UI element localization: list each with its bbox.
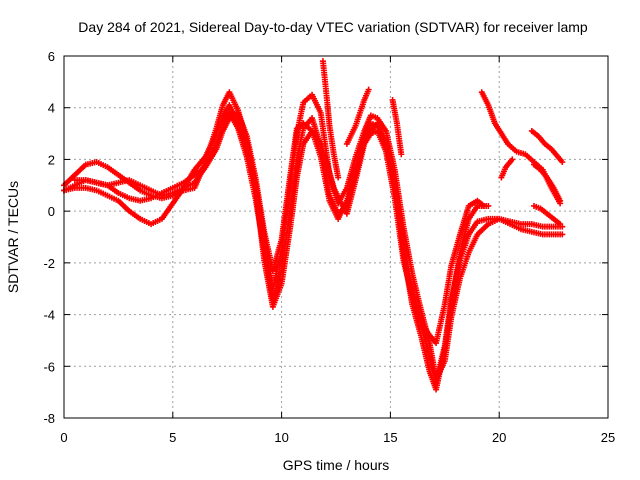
y-tick-label: -2 xyxy=(43,256,55,271)
y-tick-label: -8 xyxy=(43,411,55,426)
data-point xyxy=(557,221,564,228)
data-series xyxy=(498,156,516,181)
data-series xyxy=(319,58,342,181)
data-series xyxy=(531,161,564,204)
data-series xyxy=(61,109,566,385)
data-series xyxy=(71,109,487,347)
grid xyxy=(64,56,608,418)
x-tick-label: 20 xyxy=(492,430,506,445)
y-tick-label: 4 xyxy=(48,101,55,116)
x-tick-label: 0 xyxy=(60,430,67,445)
data-series xyxy=(343,86,372,147)
x-tick-label: 10 xyxy=(274,430,288,445)
axis-ticks: 0 5 10 15 20 25 -8 -6 -4 -2 0 2 4 6 xyxy=(43,49,615,445)
data-series xyxy=(389,96,405,158)
data-series xyxy=(531,202,564,228)
data-series xyxy=(528,127,566,166)
data-point xyxy=(559,231,566,238)
data-point xyxy=(509,156,516,163)
data-point xyxy=(559,159,566,166)
y-tick-label: 6 xyxy=(48,49,55,64)
chart-title: Day 284 of 2021, Sidereal Day-to-day VTE… xyxy=(78,19,588,35)
x-tick-label: 5 xyxy=(169,430,176,445)
data-point xyxy=(365,86,372,93)
x-tick-label: 25 xyxy=(601,430,615,445)
data-point xyxy=(398,151,405,158)
y-axis-label: SDTVAR / TECUs xyxy=(5,181,21,293)
x-tick-label: 15 xyxy=(383,430,397,445)
data-point xyxy=(557,197,564,204)
y-tick-label: -4 xyxy=(43,308,55,323)
x-axis-label: GPS time / hours xyxy=(283,457,390,473)
y-tick-label: 0 xyxy=(48,204,55,219)
data-point xyxy=(480,202,487,209)
y-tick-label: 2 xyxy=(48,152,55,167)
plot-frame xyxy=(63,55,609,419)
data-points xyxy=(61,58,566,393)
data-point xyxy=(335,174,342,181)
y-tick-label: -6 xyxy=(43,359,55,374)
